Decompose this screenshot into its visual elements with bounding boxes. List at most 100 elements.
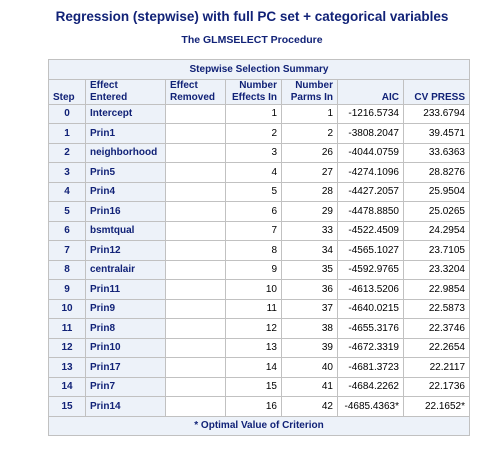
- cell-effect-entered: bsmtqual: [85, 220, 166, 241]
- cell-effect-entered: Prin7: [85, 376, 166, 397]
- cell-step: 7: [48, 240, 86, 261]
- cell-effect-entered: Prin8: [85, 318, 166, 339]
- cell-number-parms-in: 33: [281, 220, 338, 241]
- column-header-number-effects-in: Number Effects In: [225, 78, 282, 105]
- cell-effect-entered: Prin9: [85, 298, 166, 319]
- table-caption: Stepwise Selection Summary: [48, 59, 470, 80]
- cell-number-effects-in: 14: [225, 357, 282, 378]
- column-header-cv-press: CV PRESS: [403, 78, 470, 105]
- column-header-number-parms-in: Number Parms In: [281, 78, 338, 105]
- cell-aic: -1216.5734: [337, 103, 404, 124]
- table-row: 5 Prin16 6 29 -4478.8850 25.0265: [48, 201, 470, 222]
- cell-number-parms-in: 28: [281, 181, 338, 202]
- cell-number-effects-in: 13: [225, 337, 282, 358]
- cell-effect-entered: Prin5: [85, 162, 166, 183]
- cell-cv-press: 23.3204: [403, 259, 470, 280]
- cell-number-parms-in: 41: [281, 376, 338, 397]
- cell-effect-entered: Prin12: [85, 240, 166, 261]
- cell-aic: -4427.2057: [337, 181, 404, 202]
- table-row: 6 bsmtqual 7 33 -4522.4509 24.2954: [48, 220, 470, 241]
- cell-effect-entered: Prin4: [85, 181, 166, 202]
- cell-effect-removed: [165, 357, 226, 378]
- cell-number-parms-in: 38: [281, 318, 338, 339]
- cell-effect-removed: [165, 396, 226, 417]
- cell-number-effects-in: 10: [225, 279, 282, 300]
- cell-number-effects-in: 2: [225, 123, 282, 144]
- table-row: 13 Prin17 14 40 -4681.3723 22.2117: [48, 357, 470, 378]
- cell-aic: -4565.1027: [337, 240, 404, 261]
- cell-effect-removed: [165, 318, 226, 339]
- cell-cv-press: 22.2117: [403, 357, 470, 378]
- table-row: 2 neighborhood 3 26 -4044.0759 33.6363: [48, 142, 470, 163]
- cell-number-effects-in: 7: [225, 220, 282, 241]
- cell-effect-entered: Prin10: [85, 337, 166, 358]
- cell-aic: -4681.3723: [337, 357, 404, 378]
- cell-step: 3: [48, 162, 86, 183]
- cell-number-parms-in: 1: [281, 103, 338, 124]
- cell-number-effects-in: 9: [225, 259, 282, 280]
- cell-cv-press: 25.0265: [403, 201, 470, 222]
- cell-step: 6: [48, 220, 86, 241]
- cell-effect-entered: Prin14: [85, 396, 166, 417]
- cell-step: 4: [48, 181, 86, 202]
- cell-cv-press: 22.3746: [403, 318, 470, 339]
- cell-aic: -3808.2047: [337, 123, 404, 144]
- cell-cv-press: 22.9854: [403, 279, 470, 300]
- cell-number-effects-in: 3: [225, 142, 282, 163]
- cell-cv-press: 23.7105: [403, 240, 470, 261]
- cell-effect-removed: [165, 220, 226, 241]
- table-row: 3 Prin5 4 27 -4274.1096 28.8276: [48, 162, 470, 183]
- cell-effect-removed: [165, 162, 226, 183]
- cell-number-parms-in: 35: [281, 259, 338, 280]
- cell-step: 8: [48, 259, 86, 280]
- cell-step: 11: [48, 318, 86, 339]
- cell-cv-press: 25.9504: [403, 181, 470, 202]
- column-header-effect-entered: Effect Entered: [85, 78, 166, 105]
- table-row: 14 Prin7 15 41 -4684.2262 22.1736: [48, 376, 470, 397]
- cell-number-parms-in: 42: [281, 396, 338, 417]
- cell-number-effects-in: 16: [225, 396, 282, 417]
- cell-number-effects-in: 4: [225, 162, 282, 183]
- cell-number-parms-in: 37: [281, 298, 338, 319]
- cell-number-effects-in: 12: [225, 318, 282, 339]
- cell-cv-press: 22.1652*: [403, 396, 470, 417]
- cell-effect-entered: Intercept: [85, 103, 166, 124]
- cell-effect-removed: [165, 279, 226, 300]
- cell-effect-entered: Prin17: [85, 357, 166, 378]
- table-row: 11 Prin8 12 38 -4655.3176 22.3746: [48, 318, 470, 339]
- column-header-effect-removed: Effect Removed: [165, 78, 226, 105]
- table-row: 1 Prin1 2 2 -3808.2047 39.4571: [48, 123, 470, 144]
- table-row: 4 Prin4 5 28 -4427.2057 25.9504: [48, 181, 470, 202]
- cell-number-effects-in: 1: [225, 103, 282, 124]
- cell-number-parms-in: 39: [281, 337, 338, 358]
- cell-aic: -4522.4509: [337, 220, 404, 241]
- cell-cv-press: 22.2654: [403, 337, 470, 358]
- cell-aic: -4044.0759: [337, 142, 404, 163]
- cell-number-parms-in: 26: [281, 142, 338, 163]
- column-header-step: Step: [48, 78, 86, 105]
- cell-effect-removed: [165, 240, 226, 261]
- cell-effect-entered: neighborhood: [85, 142, 166, 163]
- cell-cv-press: 33.6363: [403, 142, 470, 163]
- cell-number-parms-in: 29: [281, 201, 338, 222]
- cell-effect-removed: [165, 103, 226, 124]
- procedure-subtitle: The GLMSELECT Procedure: [181, 34, 323, 46]
- cell-aic: -4613.5206: [337, 279, 404, 300]
- cell-number-parms-in: 36: [281, 279, 338, 300]
- cell-step: 9: [48, 279, 86, 300]
- stepwise-selection-summary-table: Stepwise Selection Summary Step Effect En…: [48, 59, 470, 436]
- cell-number-parms-in: 2: [281, 123, 338, 144]
- cell-effect-removed: [165, 298, 226, 319]
- cell-number-parms-in: 34: [281, 240, 338, 261]
- cell-number-effects-in: 15: [225, 376, 282, 397]
- cell-number-effects-in: 11: [225, 298, 282, 319]
- page-title: Regression (stepwise) with full PC set +…: [55, 9, 449, 24]
- cell-effect-removed: [165, 142, 226, 163]
- table-row: 7 Prin12 8 34 -4565.1027 23.7105: [48, 240, 470, 261]
- cell-step: 10: [48, 298, 86, 319]
- table-body: 0 Intercept 1 1 -1216.5734 233.6794 1 Prin1 2 2 -3…: [48, 103, 470, 417]
- cell-aic: -4640.0215: [337, 298, 404, 319]
- cell-aic: -4274.1096: [337, 162, 404, 183]
- cell-number-parms-in: 40: [281, 357, 338, 378]
- cell-effect-entered: centralair: [85, 259, 166, 280]
